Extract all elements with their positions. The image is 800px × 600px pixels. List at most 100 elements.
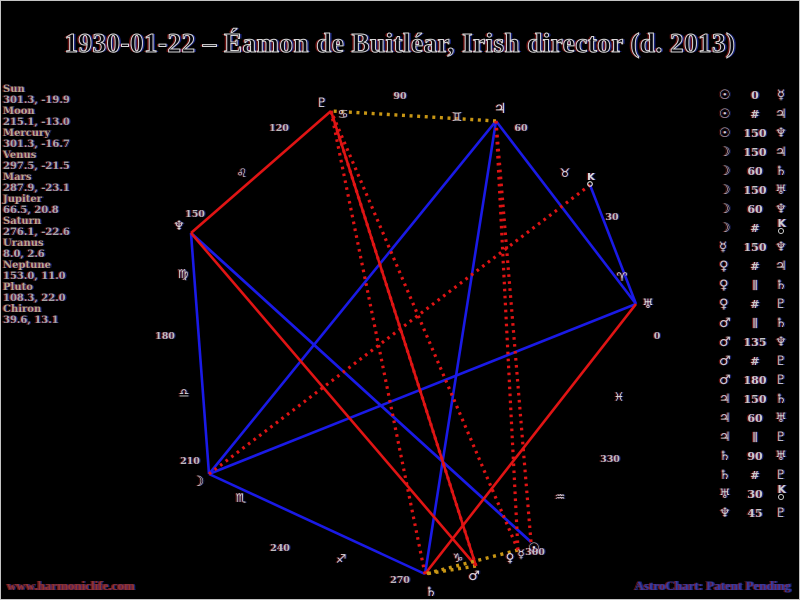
planet-icon-venus: ♀ xyxy=(719,259,729,274)
zodiac-sign-icon-scorpio: ♏ xyxy=(236,491,247,505)
aspect-row: ♂ 180 ♇ xyxy=(719,371,791,390)
aspect-angle: 180 xyxy=(743,374,767,387)
planet-icon-mars: ♂ xyxy=(719,373,731,388)
planet-icon-uranus: ♅ xyxy=(642,297,654,312)
degree-label: 120 xyxy=(269,123,289,134)
planet-icon-jupiter: ♃ xyxy=(775,145,787,160)
degree-label: 90 xyxy=(393,91,407,102)
planet-icon-chiron: K xyxy=(771,217,791,237)
planet-name: Sun xyxy=(3,84,25,95)
planet-icon-venus: ♀ xyxy=(719,278,729,293)
planet-icon-venus: ♀ xyxy=(506,551,515,565)
planet-icon-jupiter: ♃ xyxy=(775,259,787,274)
aspect-angle: 150 xyxy=(743,184,767,197)
planet-icon-neptune: ♆ xyxy=(775,202,787,217)
planet-icon-sun: ☉ xyxy=(719,107,731,122)
aspect-line-moon-uranus xyxy=(208,302,637,476)
chiron-ring xyxy=(777,228,784,234)
planet-longitude-declination: 276.1, -22.6 xyxy=(3,227,70,238)
planet-name: Saturn xyxy=(3,216,42,227)
planet-longitude-declination: 66.5, 20.8 xyxy=(3,205,59,216)
planet-icon-saturn: ♄ xyxy=(775,316,787,331)
aspect-line-moon-saturn xyxy=(208,472,426,576)
degree-label: 210 xyxy=(180,456,200,467)
aspect-row: ♀ # ♇ xyxy=(719,295,791,314)
aspect-line-mercury-neptune xyxy=(190,232,532,543)
aspect-angle: 90 xyxy=(747,450,763,463)
degree-label: 0 xyxy=(654,331,661,342)
planet-icon-moon: ☽ xyxy=(719,221,731,236)
degree-label: 240 xyxy=(270,543,290,554)
planet-icon-moon: ☽ xyxy=(192,474,205,490)
aspect-line-mars-neptune xyxy=(190,232,477,567)
aspect-angle: 150 xyxy=(743,241,767,254)
planet-icon-mercury: ☿ xyxy=(777,88,785,103)
planet-icon-saturn: ♄ xyxy=(775,164,787,179)
chiron-k: K xyxy=(777,217,787,230)
aspect-line-venus-saturn xyxy=(424,548,519,576)
aspect-row: ♄ 90 ♅ xyxy=(719,447,791,466)
aspect-row: ♂ 135 ♆ xyxy=(719,333,791,352)
planet-icon-moon: ☽ xyxy=(719,202,731,217)
zodiac-sign-icon-sagittarius: ♐ xyxy=(336,552,347,566)
aspect-line-moon-neptune xyxy=(189,232,211,475)
zodiac-sign-icon-virgo: ♍ xyxy=(178,267,189,281)
planet-icon-mars: ♂ xyxy=(719,316,731,331)
aspect-line-uranus-chiron xyxy=(588,184,638,305)
aspect-angle: # xyxy=(750,222,760,235)
aspect-angle: # xyxy=(750,108,760,121)
zodiac-sign-icon-aquarius: ♒ xyxy=(555,490,566,504)
planet-icon-pluto: ♇ xyxy=(775,430,787,445)
planet-name: Moon xyxy=(3,106,35,117)
aspect-row: ♃ ∥ ♇ xyxy=(719,428,791,447)
planet-icon-mercury: ☿ xyxy=(517,547,524,561)
planet-icon-venus: ♀ xyxy=(719,297,729,312)
aspect-table: ☉ 0 ☿ ☉ # ♃ ☉ 150 ♆ ☽ 150 ♃ ☽ 60 ♄ ☽ 150 ♅ ☽ 60 ♆ ☽ # K ☿ 150 ♆ ♀ # ♃… xyxy=(719,86,791,523)
planet-icon-saturn: ♄ xyxy=(775,392,787,407)
aspect-line-saturn-uranus xyxy=(423,303,638,575)
degree-label: 330 xyxy=(600,454,620,465)
aspect-row: ☉ 0 ☿ xyxy=(719,86,791,105)
aspect-row: ☿ 150 ♆ xyxy=(719,238,791,257)
planet-icon-mars: ♂ xyxy=(719,335,731,350)
planet-longitude-declination: 297.5, -21.5 xyxy=(3,161,70,172)
planet-icon-mars: ♂ xyxy=(468,569,480,584)
aspect-angle: 60 xyxy=(747,165,763,178)
aspect-angle: ∥ xyxy=(752,431,758,444)
planet-longitude-declination: 39.6, 13.1 xyxy=(3,315,59,326)
aspect-line-venus-jupiter xyxy=(494,120,520,551)
aspect-row: ☉ 150 ♆ xyxy=(719,124,791,143)
planet-icon-moon: ☽ xyxy=(719,183,731,198)
planet-icon-uranus: ♅ xyxy=(775,411,787,426)
degree-label: 300 xyxy=(525,547,545,558)
chiron-icon: K xyxy=(776,217,787,236)
planet-longitude-declination: 108.3, 22.0 xyxy=(3,293,66,304)
planet-icon-sun: ☉ xyxy=(528,541,540,556)
planet-name: Uranus xyxy=(3,238,44,249)
planet-longitude-declination: 8.0, 2.6 xyxy=(3,249,45,260)
aspect-angle: 135 xyxy=(743,336,767,349)
degree-label: 60 xyxy=(514,123,528,134)
planet-icon-mars: ♂ xyxy=(719,354,731,369)
planet-longitude-declination: 153.0, 11.0 xyxy=(3,271,66,282)
zodiac-sign-icon-leo: ♌ xyxy=(237,166,248,180)
aspect-line-neptune-pluto xyxy=(190,110,332,234)
aspect-row: ♀ ∥ ♄ xyxy=(719,276,791,295)
chiron-icon: K xyxy=(776,483,787,502)
planet-icon-saturn: ♄ xyxy=(719,468,731,483)
planet-icon-neptune: ♆ xyxy=(719,506,731,521)
planet-icon-moon: ☽ xyxy=(719,164,731,179)
planet-icon-neptune: ♆ xyxy=(775,335,787,350)
aspect-line-jupiter-saturn xyxy=(423,120,498,575)
zodiac-sign-icon-pisces: ♓ xyxy=(614,390,625,404)
planet-icon-pluto: ♇ xyxy=(775,373,787,388)
aspect-row: ☽ # K xyxy=(719,217,791,238)
aspect-row: ☽ 60 ♆ xyxy=(719,200,791,219)
aspect-angle: 60 xyxy=(747,203,763,216)
chiron-ring xyxy=(777,494,784,500)
aspect-angle: # xyxy=(750,355,760,368)
planet-icon-pluto: ♇ xyxy=(775,506,787,521)
planet-longitude-declination: 301.3, -19.9 xyxy=(3,95,70,106)
planet-name: Mercury xyxy=(3,128,51,139)
aspect-line-saturn-pluto xyxy=(329,110,427,575)
